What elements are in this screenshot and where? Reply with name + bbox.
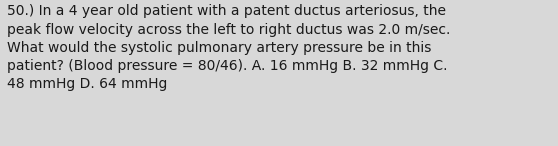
Text: 50.) In a 4 year old patient with a patent ductus arteriosus, the
peak flow velo: 50.) In a 4 year old patient with a pate…: [7, 4, 451, 91]
